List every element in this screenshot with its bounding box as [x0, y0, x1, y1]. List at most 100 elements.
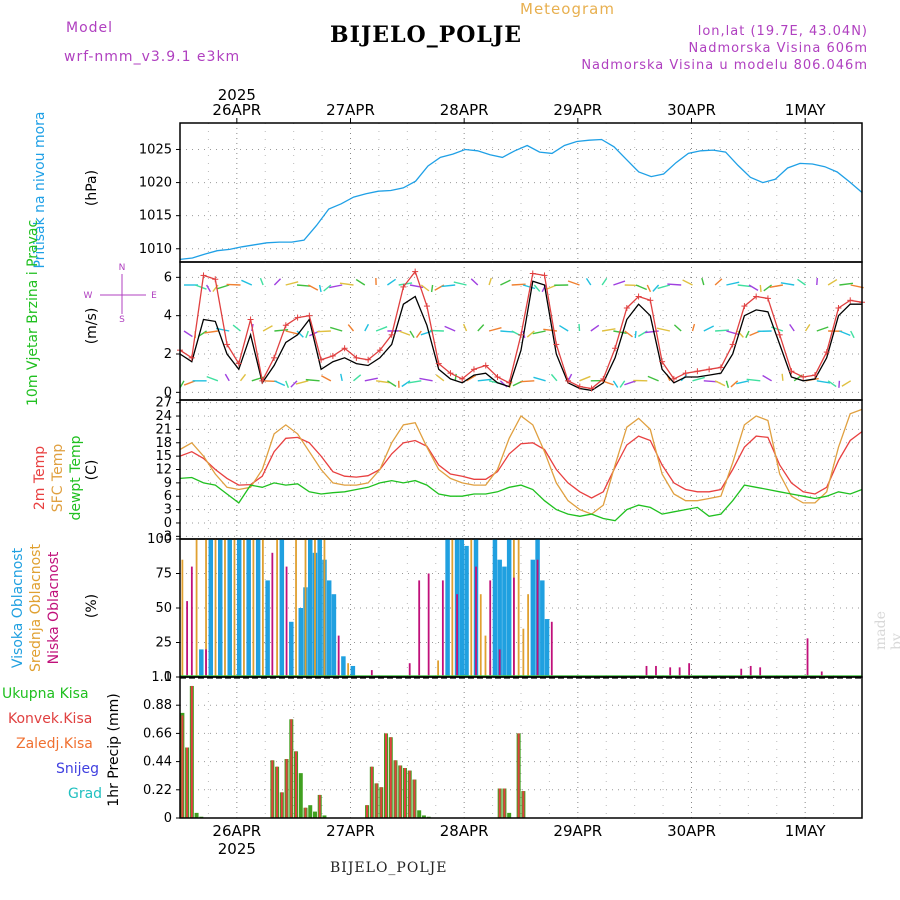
- series-line-mslp: [179, 138, 863, 261]
- wind-barb: [781, 373, 784, 381]
- ytick-label: 0.88: [143, 698, 172, 713]
- wind-barb: [274, 328, 289, 332]
- wind-barb: [323, 284, 332, 292]
- cloud-bar-srednja: [479, 594, 482, 677]
- precip-bar-conv: [498, 788, 501, 818]
- wind-barb: [206, 375, 219, 382]
- cloud-bar-visoka: [246, 539, 251, 677]
- cloud-bar-visoka: [199, 649, 204, 677]
- wind-barb: [285, 330, 299, 335]
- ytick-label: 9: [164, 476, 172, 491]
- top-date-label: 29APR: [553, 101, 602, 119]
- wind-barb: [419, 377, 433, 382]
- cloud-bar-niska: [408, 663, 411, 677]
- precip-bar-total: [507, 812, 512, 818]
- cloud-bar-visoka: [227, 539, 232, 677]
- precip-bar-conv: [522, 791, 525, 818]
- cloud-bar-visoka: [265, 580, 270, 677]
- cloud-bar-visoka: [497, 559, 502, 677]
- cloud-bar-srednja: [233, 539, 236, 677]
- cloud-bar-niska: [475, 566, 477, 677]
- precip-bar-conv: [186, 747, 189, 818]
- precip-bar-conv: [181, 715, 184, 818]
- wind-barb: [841, 380, 852, 387]
- precip-bar-total: [194, 812, 199, 818]
- ytick-label: 0.22: [143, 783, 172, 798]
- ytick-label: 24: [155, 409, 172, 424]
- wind-barb: [714, 278, 723, 286]
- bottom-date-label: 26APR: [212, 822, 261, 840]
- wind-barb: [726, 281, 740, 286]
- wind-barb: [657, 284, 671, 290]
- compass-west: W: [84, 291, 93, 301]
- wind-barb: [375, 326, 388, 332]
- wind-barb: [763, 284, 773, 292]
- station-title: BIJELO_POLJE: [330, 22, 523, 48]
- wind-barb: [305, 378, 320, 382]
- cloud-bar-niska: [285, 566, 288, 677]
- cloud-bar-srednja: [437, 660, 440, 677]
- wind-barb: [259, 277, 264, 286]
- cloud-bar-visoka: [350, 665, 356, 677]
- precip-bar-conv: [366, 805, 369, 818]
- ytick-label: 0.44: [143, 755, 172, 770]
- bottom-date-label: 28APR: [440, 822, 489, 840]
- ytick-label: 100: [147, 532, 172, 547]
- wind-barb: [470, 278, 479, 286]
- precip-bar-total: [417, 810, 422, 818]
- cloud-bar-visoka: [236, 539, 242, 677]
- wind-barb: [520, 380, 535, 383]
- wind-barb: [364, 323, 370, 332]
- cloud-bar-srednja: [323, 539, 326, 677]
- wind-barb: [407, 380, 422, 384]
- precip-bar-conv: [517, 733, 520, 818]
- wind-barb: [839, 330, 851, 337]
- cloud-bar-niska: [205, 649, 207, 677]
- wind-barb: [667, 283, 682, 286]
- ytick-label: 27: [155, 396, 172, 411]
- wind-barb: [692, 376, 705, 382]
- wind-barb: [559, 324, 569, 332]
- wind-barb: [612, 380, 619, 388]
- cloud-bar-srednja: [295, 539, 297, 677]
- ytick-label: 25: [155, 636, 172, 651]
- precip-bar-conv: [380, 787, 383, 818]
- cloud-bar-visoka: [544, 619, 550, 677]
- cloud-bar-visoka: [208, 539, 214, 677]
- meteogram-title: Meteogram: [520, 0, 615, 18]
- wind-barb: [780, 282, 795, 286]
- wind-barb: [232, 324, 241, 332]
- wind-barb: [241, 279, 253, 286]
- wind-barb: [543, 328, 557, 332]
- wind-barb: [205, 284, 212, 293]
- wind-barb: [624, 330, 633, 338]
- wind-barb: [762, 374, 772, 382]
- ytick-label: 6: [164, 270, 172, 285]
- compass-south: S: [119, 315, 125, 325]
- cloud-bar-visoka: [530, 559, 536, 677]
- wind-barb: [435, 374, 445, 382]
- cloud-bar-srednja: [470, 539, 473, 677]
- cloud-bar-srednja: [314, 539, 316, 677]
- ytick-label: 1010: [139, 242, 172, 257]
- wind-barb: [347, 324, 355, 332]
- lonlat-label: lon,lat (19.7E, 43.04N): [697, 24, 868, 39]
- cloud-bar-niska: [456, 594, 458, 677]
- cloud-bar-srednja: [517, 539, 520, 677]
- cloud-bar-niska: [536, 559, 539, 677]
- ytick-label: 1015: [139, 209, 172, 224]
- wind-barb: [453, 281, 467, 286]
- cloud-bar-srednja: [527, 594, 530, 677]
- series-line-sfc-temp: [179, 408, 863, 515]
- wind-barb: [454, 373, 457, 381]
- cloud-bar-visoka: [502, 566, 507, 677]
- cloud-bar-niska: [645, 665, 648, 677]
- bottom-date-label: 30APR: [667, 822, 716, 840]
- precip-bar-conv: [413, 779, 416, 818]
- precip-bar-conv: [304, 807, 307, 818]
- wind-barb: [340, 373, 343, 381]
- precip-bar-conv: [503, 788, 506, 818]
- ytick-label: -3: [159, 529, 172, 544]
- cloud-bar-niska: [418, 580, 421, 677]
- precip-bar-conv: [295, 751, 298, 818]
